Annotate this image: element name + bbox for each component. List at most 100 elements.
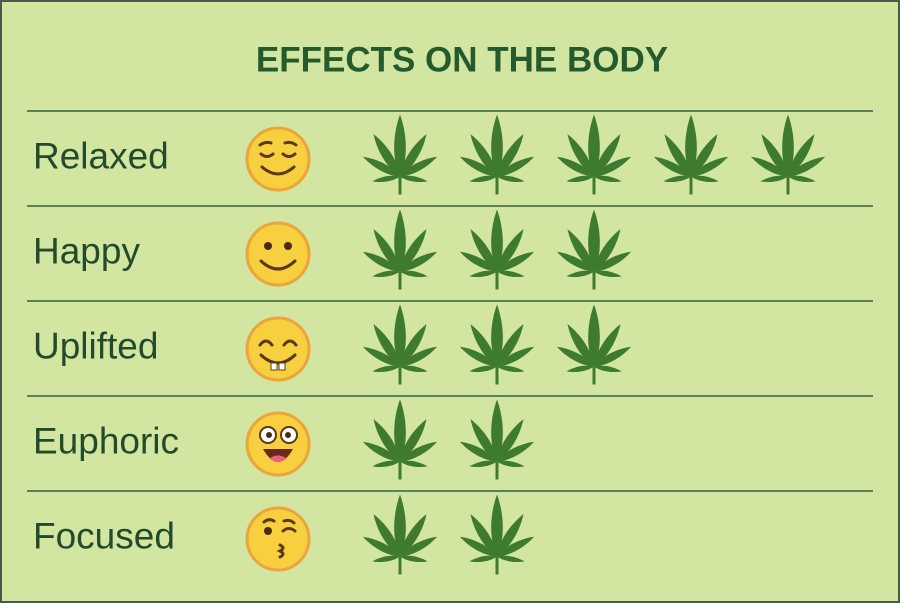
leaflet [491, 494, 503, 557]
leaflet [497, 134, 524, 177]
leaflet [459, 536, 497, 557]
leaflet [400, 460, 428, 468]
leaflet [497, 229, 524, 272]
leaf [459, 114, 535, 195]
pictograph-row [362, 494, 535, 575]
leaf [750, 114, 826, 195]
leaflet [362, 346, 400, 367]
leaflet [497, 175, 525, 183]
leaf [459, 209, 535, 290]
leaflet [491, 114, 503, 177]
leaflet [497, 346, 535, 367]
emoji-euphoric [245, 411, 311, 477]
leaflet [761, 134, 788, 177]
leaflet [373, 134, 400, 177]
leaflet [567, 134, 594, 177]
leaflet [491, 304, 503, 367]
leaflet [372, 555, 400, 563]
leaflet [594, 346, 632, 367]
pictograph-row [362, 399, 535, 480]
leaflet [567, 324, 594, 367]
leaflet [594, 229, 621, 272]
leaf [459, 399, 535, 480]
chart-title: EFFECTS ON THE BODY [256, 40, 668, 79]
leaflet [394, 114, 406, 177]
leaflet [459, 441, 497, 462]
leaflet [372, 365, 400, 373]
leaflet [400, 346, 438, 367]
leaflet [400, 156, 438, 177]
leaf [653, 114, 729, 195]
leaflet [497, 536, 535, 557]
category-label: Relaxed [33, 135, 169, 176]
leaf [362, 494, 438, 575]
pictograph-row [362, 209, 632, 290]
leaflet [400, 175, 428, 183]
category-label: Happy [33, 230, 140, 271]
leaflet [497, 514, 524, 557]
leaflet [400, 441, 438, 462]
leaflet [566, 175, 594, 183]
leaflet [588, 209, 600, 272]
leaflet [362, 441, 400, 462]
leaflet [497, 555, 525, 563]
leaflet [556, 156, 594, 177]
leaflet [470, 419, 497, 462]
leaflet [469, 555, 497, 563]
leaflet [685, 114, 697, 177]
leaflet [497, 251, 535, 272]
leaflet [373, 324, 400, 367]
leaflet [362, 251, 400, 272]
leaflet [663, 175, 691, 183]
leaflet [594, 156, 632, 177]
leaflet [400, 555, 428, 563]
leaflet [664, 134, 691, 177]
leaflet [400, 229, 427, 272]
leaflet [470, 134, 497, 177]
leaflet [459, 346, 497, 367]
leaf [459, 304, 535, 385]
leaflet [372, 270, 400, 278]
leaflet [691, 134, 718, 177]
leaflet [497, 156, 535, 177]
leaflet [497, 441, 535, 462]
leaflet [594, 251, 632, 272]
leaflet [594, 365, 622, 373]
category-label: Uplifted [33, 325, 158, 366]
leaflet [497, 270, 525, 278]
leaflet [470, 324, 497, 367]
leaflet [567, 229, 594, 272]
leaflet [372, 460, 400, 468]
leaflet [788, 134, 815, 177]
leaflet [497, 460, 525, 468]
leaflet [556, 346, 594, 367]
leaflet [470, 514, 497, 557]
leaflet [394, 304, 406, 367]
leaflet [469, 365, 497, 373]
leaflet [594, 134, 621, 177]
leaflet [459, 156, 497, 177]
leaflet [760, 175, 788, 183]
emoji-relaxed [245, 126, 311, 192]
leaflet [394, 399, 406, 462]
leaf [362, 209, 438, 290]
leaflet [362, 156, 400, 177]
pictograph-row [362, 304, 632, 385]
leaflet [469, 175, 497, 183]
leaflet [373, 419, 400, 462]
leaflet [400, 419, 427, 462]
leaflet [470, 229, 497, 272]
leaflet [788, 156, 826, 177]
leaflet [750, 156, 788, 177]
leaflet [469, 270, 497, 278]
leaflet [594, 175, 622, 183]
leaf [362, 114, 438, 195]
leaflet [400, 514, 427, 557]
leaflet [459, 251, 497, 272]
leaflet [400, 536, 438, 557]
category-label: Euphoric [33, 420, 179, 461]
emoji-focused [245, 506, 311, 572]
leaflet [373, 229, 400, 272]
leaflet [497, 419, 524, 462]
